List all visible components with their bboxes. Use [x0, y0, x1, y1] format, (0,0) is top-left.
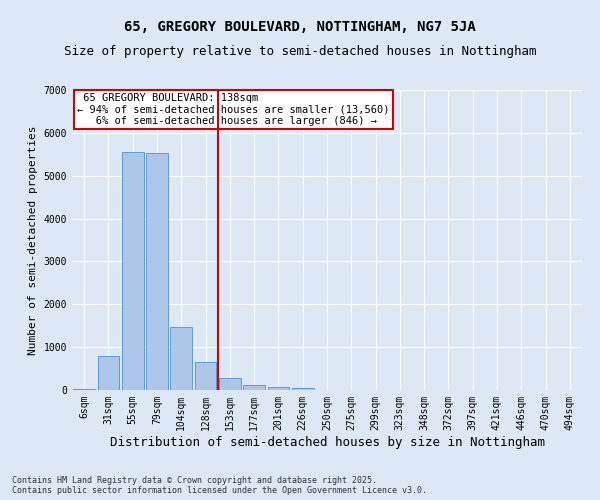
Bar — [73, 388, 95, 390]
Text: 65, GREGORY BOULEVARD, NOTTINGHAM, NG7 5JA: 65, GREGORY BOULEVARD, NOTTINGHAM, NG7 5… — [124, 20, 476, 34]
Bar — [146, 152, 168, 390]
Text: Size of property relative to semi-detached houses in Nottingham: Size of property relative to semi-detach… — [64, 45, 536, 58]
Bar — [97, 356, 119, 390]
Bar — [194, 362, 217, 390]
Bar — [268, 388, 289, 390]
Y-axis label: Number of semi-detached properties: Number of semi-detached properties — [28, 125, 38, 355]
Bar — [170, 327, 192, 390]
Text: 65 GREGORY BOULEVARD: 138sqm
← 94% of semi-detached houses are smaller (13,560)
: 65 GREGORY BOULEVARD: 138sqm ← 94% of se… — [77, 93, 389, 126]
Bar — [292, 388, 314, 390]
Bar — [219, 378, 241, 390]
Text: Contains HM Land Registry data © Crown copyright and database right 2025.
Contai: Contains HM Land Registry data © Crown c… — [12, 476, 427, 495]
Bar — [243, 385, 265, 390]
Bar — [122, 152, 143, 390]
X-axis label: Distribution of semi-detached houses by size in Nottingham: Distribution of semi-detached houses by … — [110, 436, 545, 448]
